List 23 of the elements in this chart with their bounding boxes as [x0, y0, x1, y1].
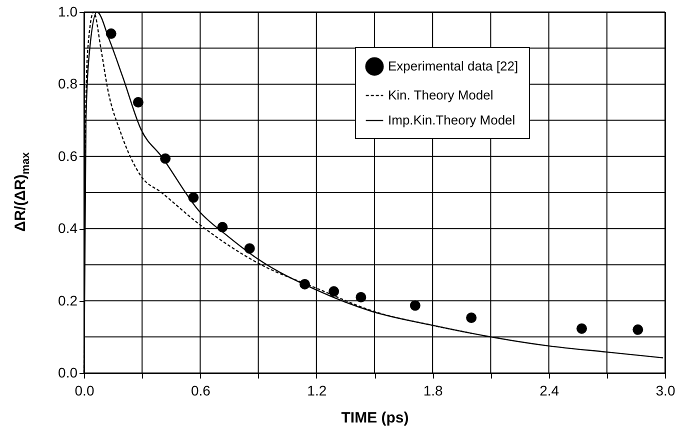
point — [410, 300, 420, 311]
legend-label: Experimental data [22] — [388, 58, 518, 74]
point — [632, 324, 644, 335]
y-tick-label: 0.6 — [58, 148, 78, 164]
y-tick-label: 0.8 — [58, 76, 78, 92]
point — [576, 323, 587, 334]
x-tick-label: 1.8 — [423, 382, 444, 398]
x-tick-label: 0.0 — [74, 382, 94, 398]
x-tick-label: 2.4 — [540, 382, 560, 398]
y-tick-label: 0.0 — [58, 364, 78, 380]
x-axis-title: TIME (ps) — [341, 410, 409, 426]
y-tick-label: 0.2 — [58, 292, 78, 308]
x-tick-label: 1.2 — [307, 382, 327, 398]
x-tick-label: 3.0 — [656, 382, 676, 398]
x-tick-label: 0.6 — [190, 382, 211, 398]
point — [328, 286, 340, 297]
point — [356, 292, 366, 302]
point — [466, 312, 477, 323]
y-tick-label: 1.0 — [58, 4, 78, 20]
legend-label: Imp.Kin.Theory Model — [388, 112, 516, 128]
point — [132, 97, 144, 108]
y-tick-label: 0.4 — [58, 220, 78, 236]
legend-label: Kin. Theory Model — [388, 88, 494, 102]
